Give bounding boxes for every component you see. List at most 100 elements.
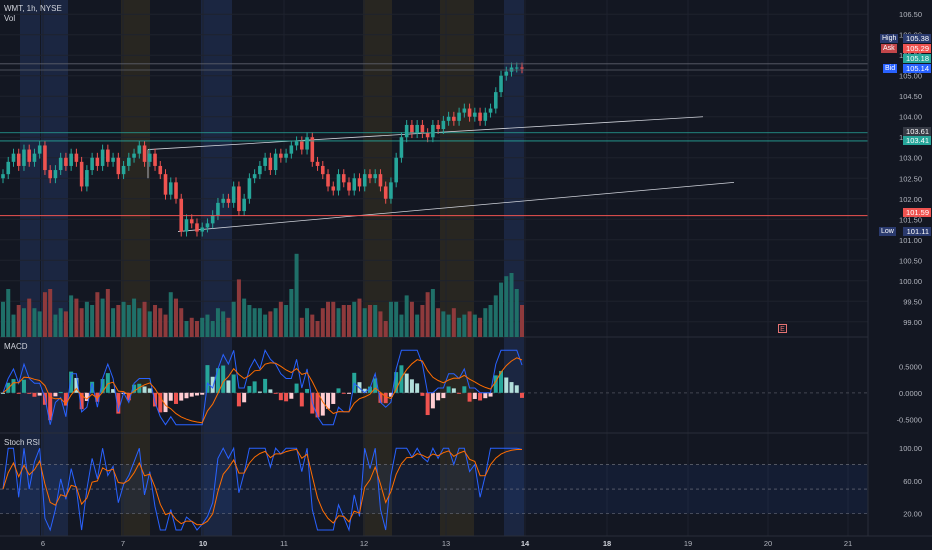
channel-upper-line [147, 116, 704, 150]
macd-histogram-bar [205, 365, 210, 393]
volume-bar [1, 301, 5, 337]
candle-body [189, 219, 194, 224]
candle-body [58, 157, 63, 171]
candle-body [399, 137, 404, 158]
macd-histogram-bar [200, 392, 205, 395]
volume-bar [509, 273, 514, 337]
macd-histogram-bar [488, 392, 493, 397]
volume-bar [21, 308, 26, 337]
candle-body [362, 174, 367, 187]
macd-histogram-bar [174, 392, 178, 404]
volume-bar [95, 292, 100, 337]
candle-body [425, 133, 430, 138]
macd-histogram-bar [367, 386, 372, 393]
candle-body [137, 145, 142, 154]
macd-histogram-bar [158, 392, 163, 413]
candle-body [300, 141, 304, 150]
volume-bar [79, 308, 84, 337]
time-tick-label: 13 [442, 539, 450, 548]
macd-histogram-bar [273, 392, 278, 394]
candle-body [383, 186, 388, 199]
volume-bar [420, 305, 425, 337]
volume-bar [74, 298, 79, 337]
macd-legend[interactable]: MACD [4, 342, 28, 351]
volume-bar [357, 298, 362, 337]
volume-bar [252, 308, 257, 337]
macd-histogram-bar [147, 388, 152, 393]
volume-bar [478, 317, 483, 337]
candle-body [247, 178, 252, 199]
volume-bar [278, 301, 283, 337]
session-band [504, 0, 524, 536]
volume-legend[interactable]: Vol [4, 14, 16, 23]
volume-bar [174, 298, 178, 337]
stoch-legend[interactable]: Stoch RSI [4, 438, 41, 447]
macd-tick-label: 0.0000 [899, 389, 922, 398]
volume-bar [84, 301, 89, 337]
volume-bar [472, 314, 477, 337]
volume-bar [200, 317, 205, 337]
candle-body [174, 182, 178, 199]
volume-bar [42, 292, 47, 337]
time-tick-label: 7 [121, 539, 125, 548]
candle-body [163, 174, 168, 195]
candle-body [279, 153, 283, 158]
macd-histogram-bar [383, 392, 388, 404]
macd-histogram-bar [520, 392, 524, 398]
candle-body [27, 149, 32, 162]
candle-body [294, 141, 299, 146]
candle-body [509, 67, 514, 72]
macd-histogram-bar [446, 386, 451, 393]
volume-bar [504, 276, 509, 337]
symbol-legend[interactable]: WMT, 1h, NYSE [4, 4, 62, 13]
macd-histogram-bar [420, 392, 425, 396]
volume-bar [179, 308, 184, 337]
macd-histogram-bar [320, 392, 325, 416]
volume-bar [90, 305, 95, 337]
volume-bar [158, 308, 163, 337]
volume-bar [273, 308, 278, 337]
macd-histogram-bar [90, 381, 95, 393]
candle-body [242, 198, 246, 212]
volume-bar [11, 314, 16, 337]
volume-bar [205, 314, 210, 337]
volume-bar [451, 308, 456, 337]
macd-histogram-bar [305, 388, 310, 393]
macd-histogram-bar [472, 392, 477, 399]
macd-histogram-bar [409, 379, 414, 393]
candle-body [273, 153, 278, 171]
stoch-tick-label: 20.00 [903, 510, 922, 519]
volume-bar [493, 295, 498, 337]
volume-bar [331, 301, 336, 337]
macd-histogram-bar [21, 379, 26, 393]
macd-tick-label: 0.5000 [899, 362, 922, 371]
macd-histogram-bar [126, 392, 131, 401]
volume-bar [27, 298, 32, 337]
macd-histogram-bar [373, 378, 378, 393]
macd-histogram-bar [430, 392, 435, 409]
volume-bar [116, 305, 121, 337]
earnings-event-marker[interactable]: E [778, 324, 787, 333]
volume-bar [409, 301, 414, 337]
macd-histogram-bar [1, 392, 5, 394]
volume-bar [247, 305, 252, 337]
macd-histogram-bar [509, 382, 514, 393]
volume-bar [53, 314, 58, 337]
candle-body [263, 157, 267, 166]
candle-body [410, 124, 414, 134]
session-backgrounds [20, 0, 524, 536]
macd-histogram-bar [378, 392, 383, 403]
price-tick-label: 106.50 [899, 10, 922, 19]
macd-histogram-bar [252, 381, 257, 393]
macd-histogram-bar [294, 383, 299, 393]
macd-histogram-bar [32, 392, 37, 397]
price-tick-label: 100.50 [899, 256, 922, 265]
macd-histogram-bar [362, 388, 367, 393]
high-value-tag: 105.38 [903, 34, 931, 43]
macd-tick-label: -0.5000 [897, 415, 922, 424]
volume-bar [347, 305, 351, 337]
candle-body [64, 157, 68, 166]
volume-bar [415, 314, 420, 337]
macd-pane [0, 349, 868, 426]
